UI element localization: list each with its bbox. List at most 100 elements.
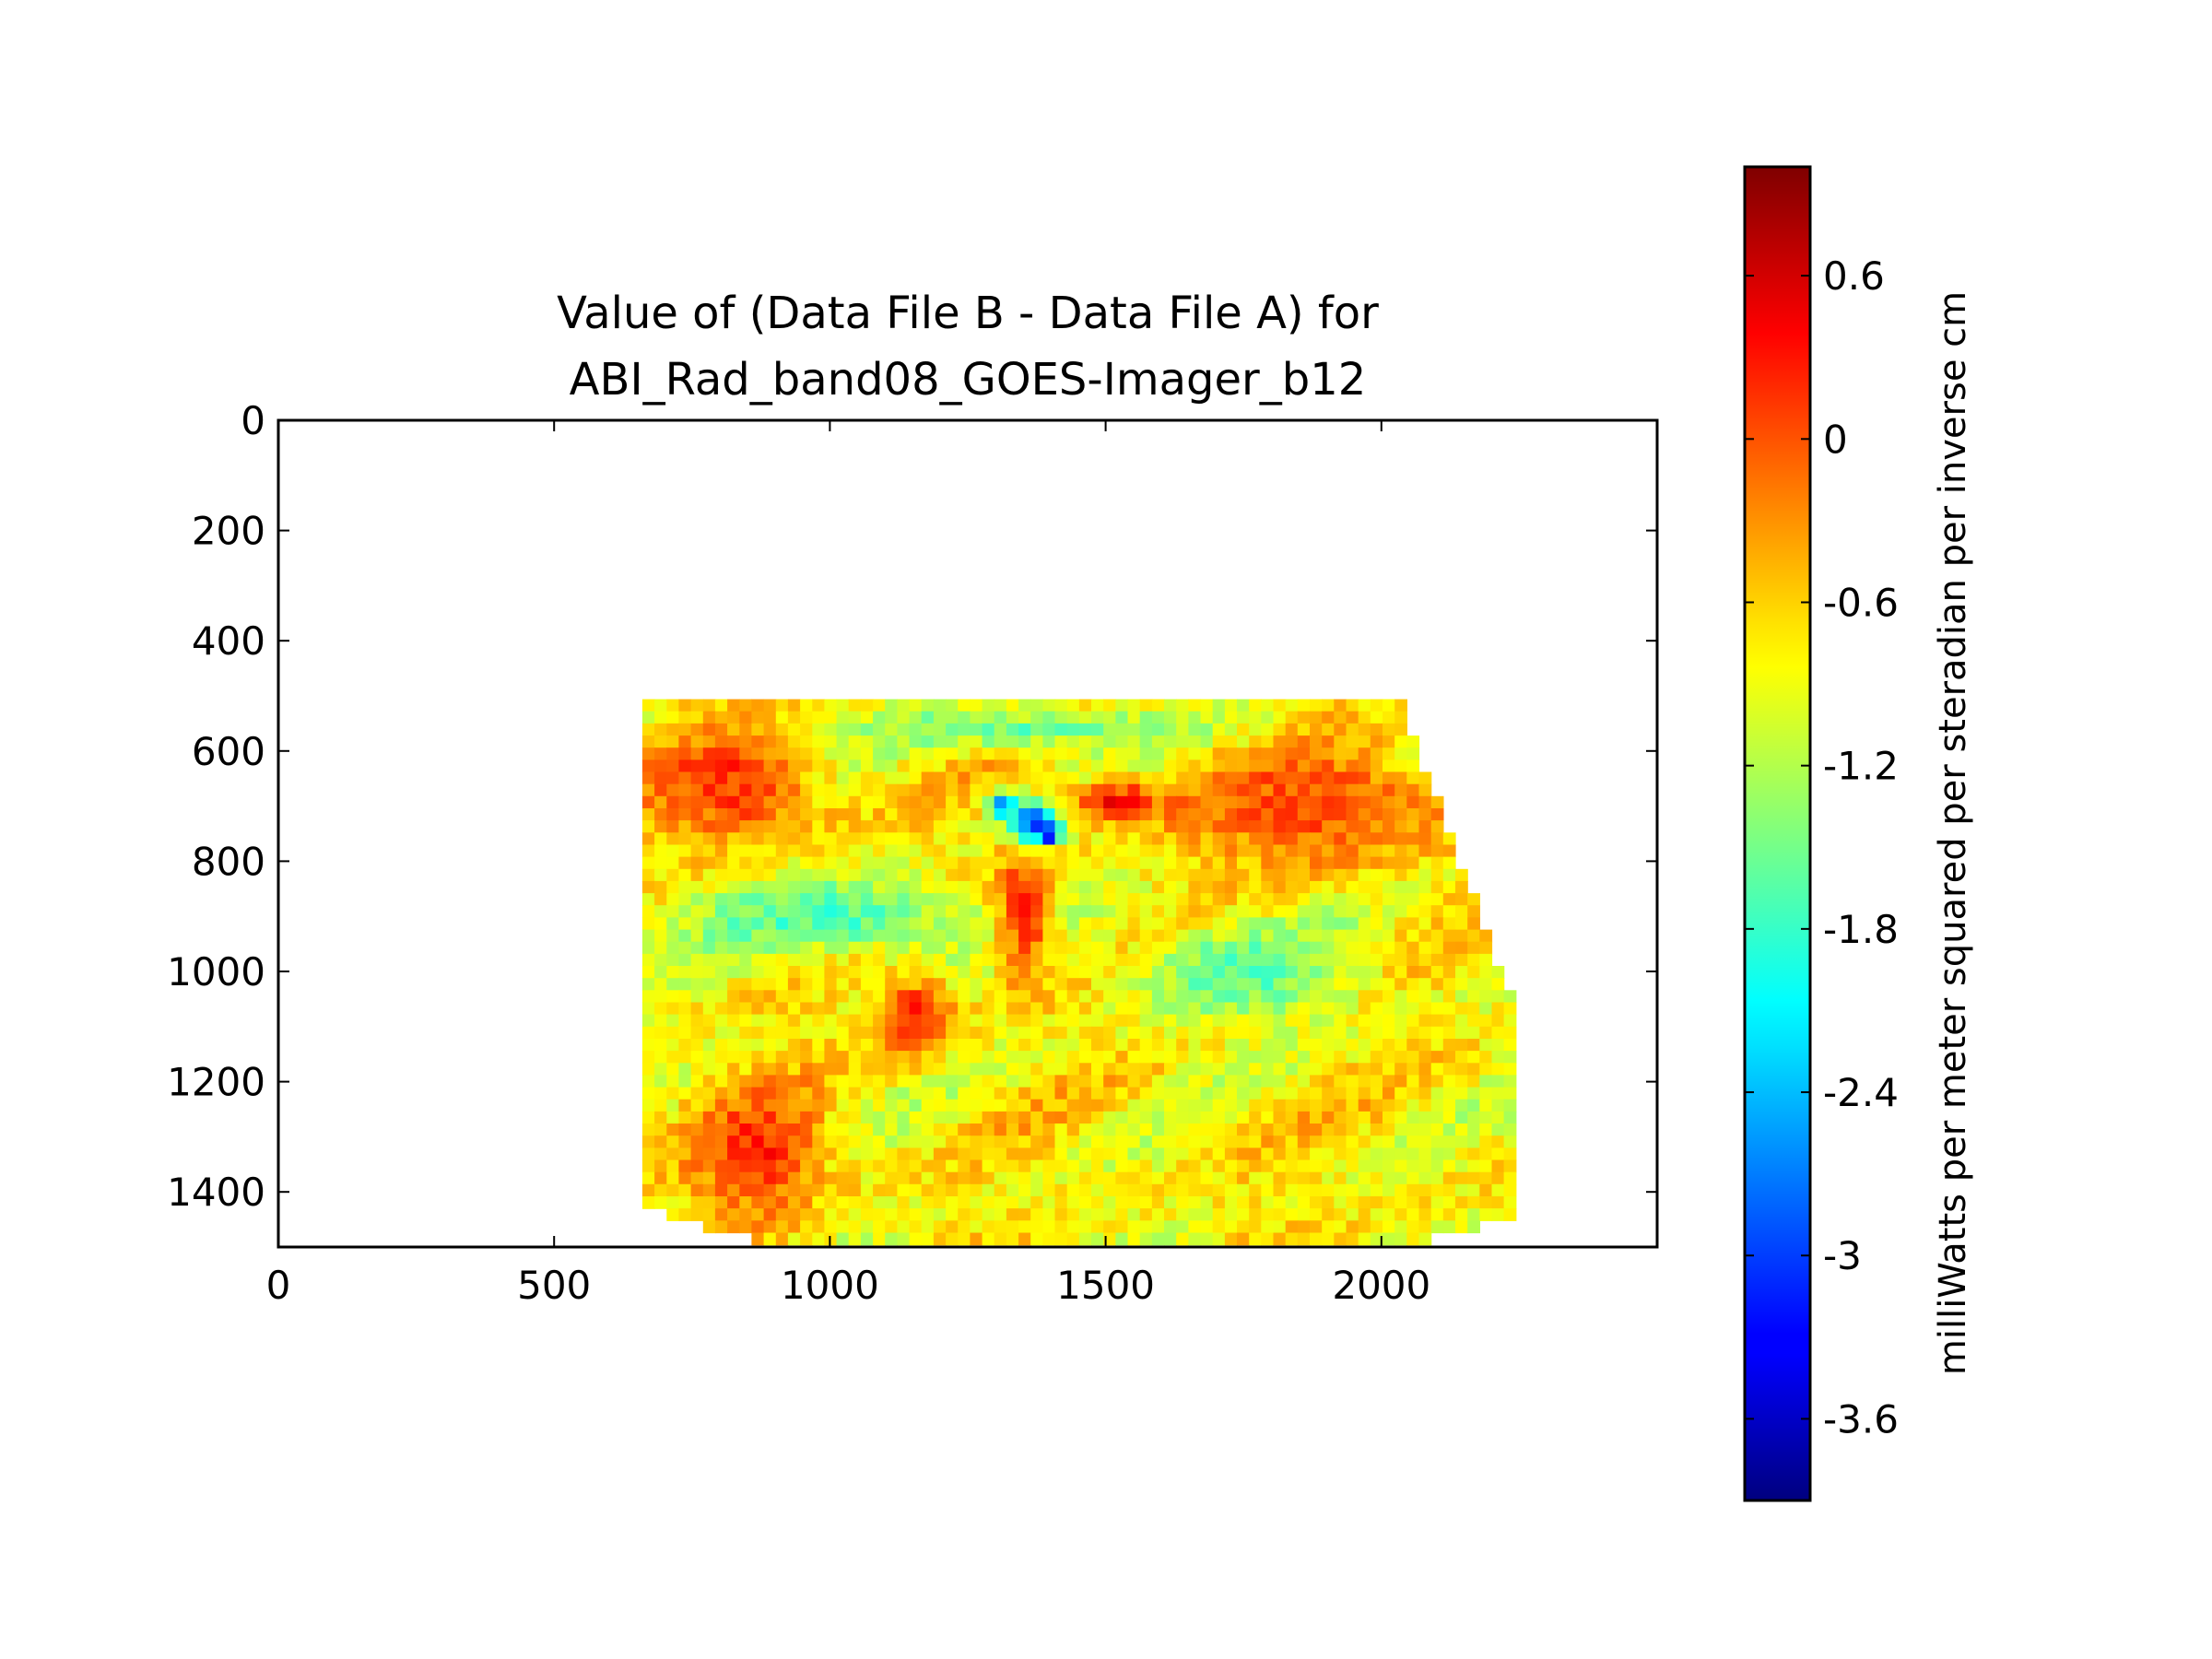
heatmap-cell: [1297, 1111, 1311, 1124]
heatmap-cell: [1078, 990, 1092, 1004]
heatmap-cell: [909, 1147, 923, 1161]
heatmap-cell: [1297, 795, 1311, 809]
heatmap-cell: [1322, 1208, 1335, 1221]
heatmap-cell: [921, 759, 935, 773]
heatmap-cell: [812, 1135, 826, 1148]
heatmap-cell: [1310, 1111, 1323, 1124]
heatmap-cell: [751, 1147, 765, 1161]
heatmap-cell: [1285, 1171, 1299, 1185]
heatmap-cell: [860, 1171, 874, 1185]
heatmap-cell: [1261, 1124, 1275, 1136]
heatmap-cell: [1310, 771, 1323, 785]
heatmap-cell: [763, 905, 777, 918]
heatmap-cell: [1285, 1063, 1299, 1077]
heatmap-cell: [678, 1002, 692, 1016]
heatmap-cell: [1346, 1014, 1359, 1028]
heatmap-cell: [824, 699, 838, 712]
heatmap-cell: [787, 893, 801, 906]
heatmap-cell: [1503, 1026, 1517, 1040]
heatmap-cell: [1285, 978, 1299, 991]
heatmap-cell: [1406, 1063, 1420, 1077]
heatmap-cell: [702, 1075, 716, 1088]
heatmap-cell: [1322, 1135, 1335, 1148]
heatmap-cell: [1151, 795, 1165, 809]
heatmap-cell: [1188, 1014, 1202, 1028]
heatmap-cell: [1151, 1051, 1165, 1064]
heatmap-cell: [958, 856, 971, 870]
heatmap-cell: [836, 1135, 850, 1148]
heatmap-cell: [1164, 711, 1177, 724]
heatmap-cell: [690, 929, 704, 943]
heatmap-cell: [702, 905, 716, 918]
heatmap-cell: [751, 795, 765, 809]
heatmap-cell: [921, 1196, 935, 1209]
heatmap-cell: [885, 941, 898, 955]
heatmap-cell: [812, 868, 826, 882]
heatmap-cell: [1188, 953, 1202, 967]
heatmap-cell: [678, 699, 692, 712]
heatmap-cell: [1091, 1208, 1104, 1221]
heatmap-cell: [1430, 808, 1444, 821]
heatmap-cell: [739, 747, 753, 760]
heatmap-cell: [1212, 1063, 1226, 1077]
y-tick-label: 1000: [167, 949, 265, 994]
heatmap-cell: [1091, 771, 1104, 785]
heatmap-cell: [751, 856, 765, 870]
heatmap-cell: [1442, 1124, 1456, 1136]
heatmap-cell: [1273, 1026, 1287, 1040]
heatmap-cell: [1394, 1135, 1407, 1148]
colorbar-tick-label: -3: [1823, 1233, 1862, 1278]
colorbar-tick-label: -0.6: [1823, 580, 1899, 625]
heatmap-cell: [1018, 1026, 1031, 1040]
heatmap-cell: [1103, 1014, 1116, 1028]
heatmap-cell: [1115, 844, 1129, 858]
heatmap-cell: [946, 1183, 959, 1197]
heatmap-cell: [1176, 893, 1189, 906]
heatmap-cell: [860, 699, 874, 712]
heatmap-cell: [1139, 1039, 1153, 1052]
heatmap-cell: [1334, 880, 1347, 894]
heatmap-cell: [982, 711, 995, 724]
heatmap-cell: [1139, 820, 1153, 833]
heatmap-cell: [1237, 820, 1250, 833]
heatmap-cell: [702, 759, 716, 773]
heatmap-cell: [1297, 832, 1311, 846]
heatmap-cell: [1042, 1051, 1056, 1064]
heatmap-cell: [1115, 771, 1129, 785]
heatmap-cell: [1261, 759, 1275, 773]
heatmap-cell: [994, 941, 1007, 955]
heatmap-cell: [1261, 771, 1275, 785]
heatmap-cell: [1310, 1220, 1323, 1234]
heatmap-cell: [775, 1171, 789, 1185]
heatmap-cell: [1273, 1124, 1287, 1136]
heatmap-cell: [873, 917, 886, 931]
chart-title-line-1: Value of (Data File B - Data File A) for: [557, 288, 1379, 339]
heatmap-cell: [1370, 1014, 1383, 1028]
heatmap-cell: [1164, 966, 1177, 979]
heatmap-cell: [1285, 747, 1299, 760]
heatmap-cell: [1224, 1196, 1238, 1209]
heatmap-cell: [654, 711, 667, 724]
heatmap-cell: [727, 844, 740, 858]
heatmap-cell: [848, 1208, 862, 1221]
heatmap-cell: [836, 978, 850, 991]
heatmap-cell: [1261, 1147, 1275, 1161]
heatmap-cell: [751, 1063, 765, 1077]
heatmap-cell: [1224, 1220, 1238, 1234]
heatmap-cell: [873, 747, 886, 760]
heatmap-cell: [1273, 1220, 1287, 1234]
heatmap-cell: [702, 1051, 716, 1064]
heatmap-cell: [739, 1147, 753, 1161]
heatmap-cell: [1176, 747, 1189, 760]
heatmap-cell: [1054, 1063, 1068, 1077]
heatmap-cell: [1455, 1075, 1468, 1088]
heatmap-cell: [678, 905, 692, 918]
heatmap-cell: [787, 723, 801, 736]
heatmap-cell: [824, 723, 838, 736]
heatmap-cell: [1091, 699, 1104, 712]
heatmap-cell: [1139, 1099, 1153, 1112]
heatmap-cell: [848, 844, 862, 858]
heatmap-cell: [1103, 929, 1116, 943]
heatmap-cell: [848, 1232, 862, 1246]
heatmap-cell: [1418, 978, 1432, 991]
